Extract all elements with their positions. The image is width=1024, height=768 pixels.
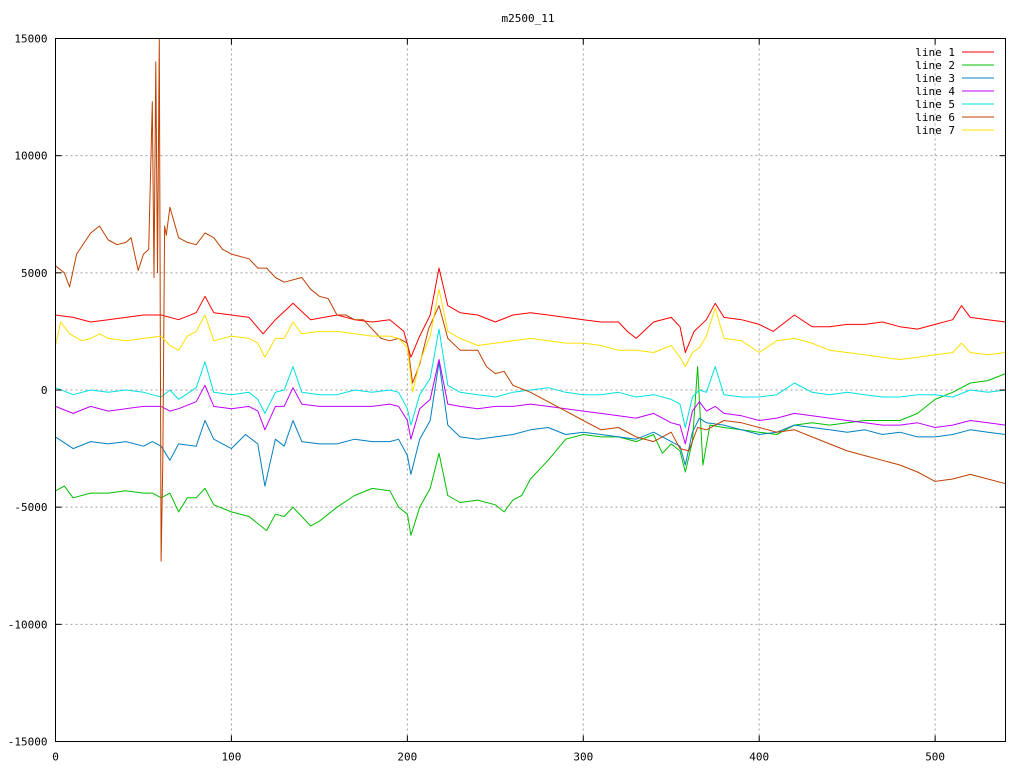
series-line-3: [55, 361, 1006, 487]
y-tick-label: 0: [41, 384, 48, 397]
legend-label: line 3: [915, 72, 955, 85]
axis-ticks: -15000 -10000 -5000 0 5000 10000 15000 0 100 200 3…: [8, 33, 1006, 764]
x-tick-label: 200: [397, 751, 417, 764]
y-tick-label: -15000: [8, 736, 48, 749]
y-tick-label: 10000: [14, 150, 47, 163]
legend-label: line 7: [915, 124, 955, 137]
series-line-1: [55, 267, 1006, 358]
series-line-5: [55, 328, 1006, 428]
y-tick-label: -5000: [14, 501, 47, 514]
x-tick-label: 100: [221, 751, 241, 764]
y-tick-label: 5000: [21, 267, 48, 280]
legend-label: line 6: [915, 111, 955, 124]
series-line-7: [55, 288, 1006, 393]
x-tick-label: 300: [573, 751, 593, 764]
grid: [55, 38, 1006, 742]
x-tick-label: 0: [52, 751, 59, 764]
series-line-4: [55, 359, 1006, 445]
legend-label: line 5: [915, 98, 955, 111]
legend-label: line 4: [915, 85, 955, 98]
y-tick-label: -10000: [8, 618, 48, 631]
series-group: [55, 38, 1006, 562]
x-tick-label: 500: [925, 751, 945, 764]
y-tick-label: 15000: [14, 33, 47, 46]
x-tick-label: 400: [749, 751, 769, 764]
legend-label: line 2: [915, 59, 955, 72]
series-line-6: [55, 38, 1006, 562]
legend-label: line 1: [915, 46, 955, 59]
chart-title: m2500_11: [502, 12, 555, 25]
